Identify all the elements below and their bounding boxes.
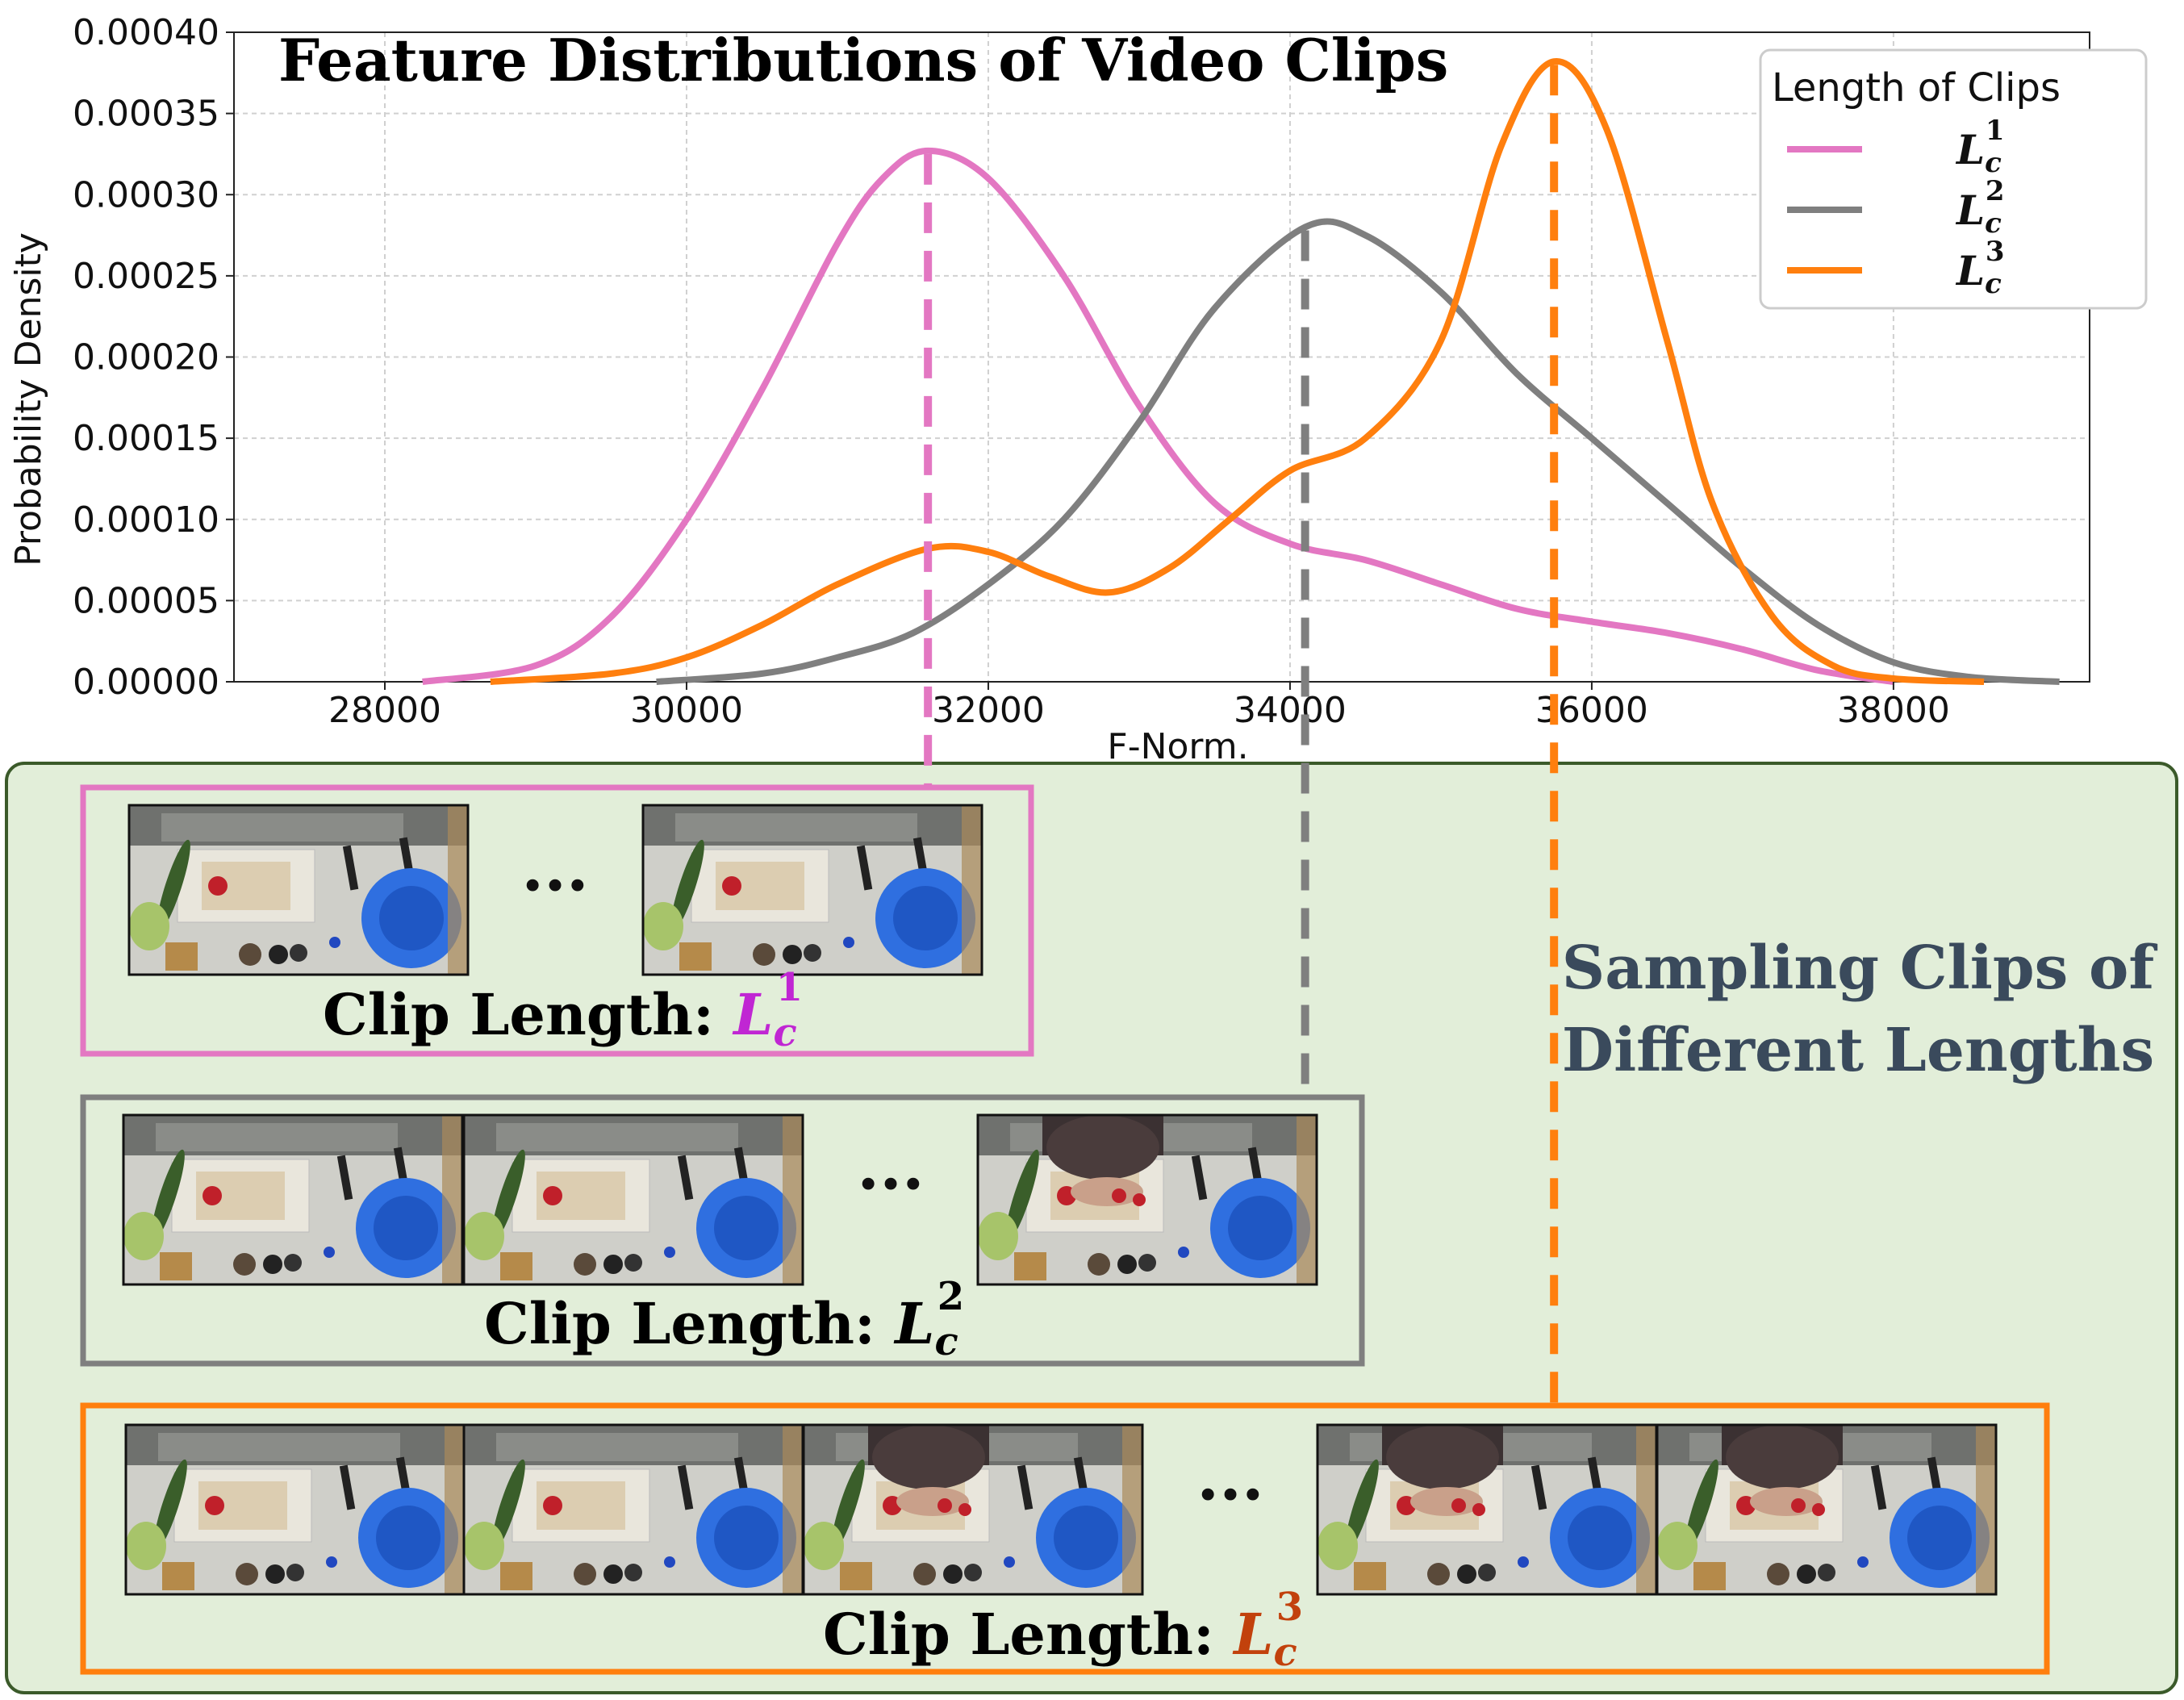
density-curves xyxy=(422,58,2060,685)
y-tick-label: 0.00040 xyxy=(73,12,219,53)
video-frame-border xyxy=(122,1113,464,1286)
video-frame xyxy=(464,1115,803,1284)
video-frame xyxy=(464,1425,803,1594)
peak-guide-lines xyxy=(924,65,1559,1406)
video-frame xyxy=(129,805,468,975)
clip-length-label: Clip Length: Lc1 xyxy=(323,965,803,1055)
video-frame xyxy=(126,1425,465,1594)
clip-group-3: ··· Clip Length: Lc3 xyxy=(80,1402,2050,1675)
panel-caption-line2: Different Lengths xyxy=(1562,1016,2154,1085)
series-line-lc1 xyxy=(422,147,1894,685)
panel-caption-line1: Sampling Clips of xyxy=(1562,934,2158,1003)
ellipsis: ··· xyxy=(1196,1456,1264,1532)
clip-group-border xyxy=(80,784,1034,1057)
video-frame xyxy=(643,805,982,975)
x-tick-label: 34000 xyxy=(1234,690,1347,731)
ellipsis: ··· xyxy=(521,847,589,923)
x-tick-label: 30000 xyxy=(630,690,743,731)
clip-sampling-panel: ···Clip Length: Lc1···Clip Length: Lc2··… xyxy=(5,762,2178,1694)
clip-length-label: Clip Length: Lc2 xyxy=(484,1274,964,1364)
video-frame xyxy=(1317,1425,1656,1594)
clip-length-label: Clip Length: Lc3 xyxy=(823,1585,1303,1675)
legend-label: Lc3 xyxy=(1955,236,2005,300)
x-axis-ticks: 28000 30000 32000 34000 36000 38000 xyxy=(328,682,1950,731)
series-line-lc3 xyxy=(490,58,1985,685)
y-tick-label: 0.00020 xyxy=(73,337,219,378)
clip-groups: ···Clip Length: Lc1···Clip Length: Lc2··… xyxy=(80,784,2050,1675)
video-frame-border xyxy=(976,1113,1318,1286)
video-frame-border xyxy=(641,804,983,976)
legend-label: Lc2 xyxy=(1955,175,2005,240)
video-frame xyxy=(1657,1425,1996,1594)
clip-group-2: ··· Clip Length: Lc2 xyxy=(80,1094,1365,1367)
video-frame-border xyxy=(802,1423,1144,1596)
y-tick-label: 0.00035 xyxy=(73,94,219,135)
y-tick-label: 0.00015 xyxy=(73,418,219,459)
video-frame-border xyxy=(462,1113,804,1286)
x-tick-label: 28000 xyxy=(328,690,441,731)
legend-box xyxy=(1759,48,2148,310)
video-frame-border xyxy=(127,804,470,976)
clip-group-border xyxy=(80,1094,1365,1367)
x-axis-label: F-Norm. xyxy=(1107,726,1248,767)
video-frame xyxy=(123,1115,462,1284)
ellipsis: ··· xyxy=(857,1146,925,1222)
legend-title: Length of Clips xyxy=(1772,65,2061,111)
clip-group-1: ··· Clip Length: Lc1 xyxy=(80,784,1034,1057)
x-tick-label: 38000 xyxy=(1837,690,1950,731)
legend-label: Lc1 xyxy=(1955,115,2005,179)
video-frame xyxy=(804,1425,1142,1594)
y-tick-label: 0.00025 xyxy=(73,256,219,297)
y-axis-label: Probability Density xyxy=(8,232,49,566)
density-chart: 28000 30000 32000 34000 36000 38000 0.000000.… xyxy=(8,12,2148,767)
y-tick-label: 0.00005 xyxy=(73,580,219,621)
y-tick-label: 0.00010 xyxy=(73,499,219,541)
series-line-lc2 xyxy=(656,218,2060,685)
x-tick-label: 32000 xyxy=(932,690,1045,731)
video-frame-border xyxy=(1656,1423,1998,1596)
chart-title: Feature Distributions of Video Clips xyxy=(278,26,1448,94)
clip-group-border xyxy=(80,1402,2050,1675)
y-tick-label: 0.00030 xyxy=(73,174,219,215)
video-frame xyxy=(978,1115,1317,1284)
y-axis-ticks: 0.00000 0.00005 0.00010 0.00015 0.00020 0.000… xyxy=(73,12,234,703)
y-tick-label: 0.00000 xyxy=(73,662,219,703)
